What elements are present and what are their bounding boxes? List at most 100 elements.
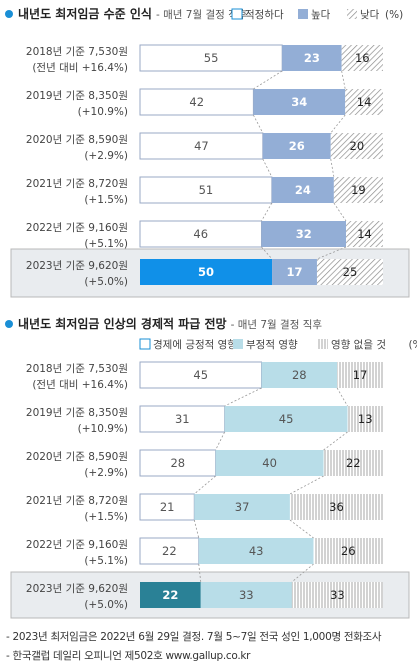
connector-line [193, 519, 200, 539]
data-label: 26 [289, 139, 305, 153]
category-sublabel: (+5.1%) [84, 555, 128, 567]
data-label: 31 [175, 412, 190, 426]
connector-line [253, 114, 264, 134]
category-sublabel: (+5.0%) [84, 599, 128, 611]
category-label: 2023년 기준 9,620원 [26, 260, 128, 272]
connector-line [289, 475, 324, 495]
connector-line [323, 431, 348, 451]
data-label: 17 [353, 368, 368, 382]
legend-swatch-1 [231, 8, 243, 20]
bar-segment-2 [215, 450, 324, 476]
bar-segment-2 [271, 177, 334, 203]
bar-segment-2 [262, 133, 331, 159]
bar-segment-1 [139, 44, 283, 72]
chart-title: 내년도 최저임금 인상의 경제적 파급 전망 - 매년 7월 결정 직후 [18, 316, 322, 331]
data-label: 45 [193, 368, 208, 382]
bar-segment-1 [140, 582, 201, 608]
bar-segment-2 [261, 221, 347, 247]
connector-line [194, 475, 216, 495]
legend-label-2: 높다 [311, 9, 331, 21]
category-label: 2023년 기준 9,620원 [26, 583, 128, 595]
bar-segment-2 [282, 45, 342, 71]
data-label: 37 [235, 500, 250, 514]
legend-swatch-2 [233, 339, 243, 349]
legend-label-1: 적정하다 [245, 8, 284, 21]
data-label: 32 [296, 227, 312, 241]
connector-line [333, 202, 347, 222]
category-sublabel: (전년 대비 +16.4%) [32, 379, 128, 391]
category-sublabel: (+5.0%) [84, 276, 128, 288]
bar-segment-3 [313, 538, 383, 564]
bar-segment-2 [224, 406, 348, 432]
data-label: 19 [351, 183, 366, 197]
legend-unit: (%) [409, 339, 417, 351]
data-label: 50 [198, 265, 214, 279]
chart-subtitle: - 매년 7월 결정 직후 [231, 319, 323, 331]
category-label: 2018년 기준 7,530원 [26, 46, 128, 58]
data-label: 28 [292, 368, 307, 382]
bar-segment-1 [139, 176, 273, 204]
connector-line [198, 563, 202, 583]
bar-segment-3 [323, 450, 383, 476]
connector-line [330, 114, 346, 134]
data-label: 51 [199, 183, 214, 197]
data-label: 13 [358, 412, 373, 426]
data-label: 36 [329, 500, 344, 514]
data-label: 24 [295, 183, 311, 197]
title-bullet-icon [5, 320, 13, 328]
connector-line [336, 387, 348, 407]
data-label: 34 [291, 95, 307, 109]
bar-segment-2 [261, 362, 338, 388]
legend-unit: (%) [385, 9, 403, 21]
legend-swatch-3 [318, 339, 328, 349]
data-label: 28 [170, 456, 185, 470]
connector-line [262, 158, 273, 178]
bar-segment-1 [139, 361, 262, 389]
bar-segment-3 [291, 582, 383, 608]
bar-segment-2 [200, 582, 292, 608]
bar-segment-3 [347, 406, 383, 432]
bar-segment-1 [140, 259, 273, 285]
data-label: 45 [279, 412, 294, 426]
legend-label-3: 영향 없을 것 [331, 338, 386, 351]
data-label: 14 [357, 227, 372, 241]
connector-line [316, 246, 347, 260]
data-label: 22 [162, 544, 177, 558]
data-label: 20 [350, 139, 365, 153]
legend-swatch-3 [347, 9, 357, 19]
category-label: 2022년 기준 9,160원 [26, 539, 128, 551]
category-label: 2018년 기준 7,530원 [26, 363, 128, 375]
bar-segment-3 [337, 362, 383, 388]
data-label: 42 [189, 95, 204, 109]
data-label: 26 [341, 544, 356, 558]
bar-segment-1 [139, 493, 195, 521]
bar-segment-2 [253, 89, 346, 115]
legend-label-1: 경제에 긍정적 영향 [153, 338, 237, 351]
category-label: 2019년 기준 8,350원 [26, 90, 128, 102]
data-label: 33 [239, 588, 254, 602]
data-label: 17 [287, 265, 303, 279]
legend-swatch-1 [139, 338, 151, 350]
footnote-1: - 2023년 최저임금은 2022년 6월 29일 결정. 7월 5~7일 전… [6, 631, 382, 643]
connector-line [261, 202, 273, 222]
category-label: 2019년 기준 8,350원 [26, 407, 128, 419]
bar-segment-1 [139, 449, 217, 477]
bar-segment-3 [316, 259, 383, 285]
data-label: 40 [262, 456, 277, 470]
data-label: 21 [160, 500, 175, 514]
category-sublabel: (+1.5%) [84, 511, 128, 523]
legend-swatch-2 [298, 9, 308, 19]
data-label: 33 [330, 588, 345, 602]
connector-line [330, 158, 335, 178]
bar-segment-2 [272, 259, 317, 285]
connector-line [291, 563, 314, 583]
footnote-2: - 한국갤럽 데일리 오피니언 제502호 www.gallup.co.kr [6, 650, 251, 662]
bar-segment-1 [139, 405, 226, 433]
data-label: 22 [346, 456, 361, 470]
connector-line [253, 70, 283, 90]
title-bullet-icon [5, 10, 13, 18]
category-label: 2020년 기준 8,590원 [26, 134, 128, 146]
data-label: 14 [357, 95, 372, 109]
connector-line [341, 70, 346, 90]
